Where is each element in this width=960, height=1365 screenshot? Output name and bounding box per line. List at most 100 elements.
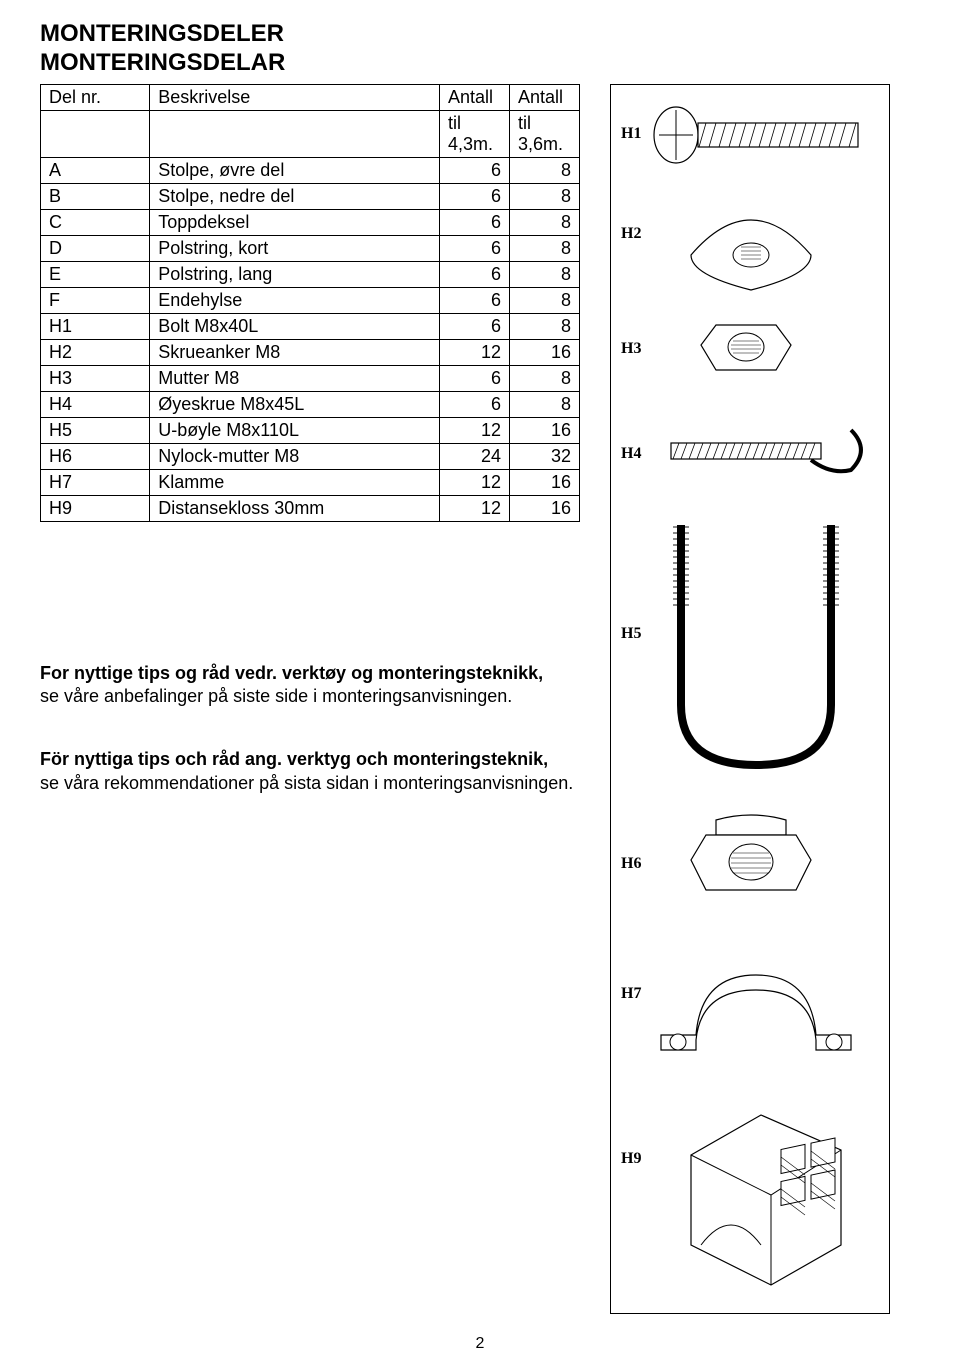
table-row: H4Øyeskrue M8x45L68 xyxy=(41,391,580,417)
anchor-icon xyxy=(671,195,831,305)
cell-beskrivelse: U-bøyle M8x110L xyxy=(150,417,440,443)
cell-antall-36: 8 xyxy=(510,157,580,183)
col-antall-43-sub: til 4,3m. xyxy=(440,110,510,157)
cell-antall-36: 8 xyxy=(510,235,580,261)
cell-antall-36: 16 xyxy=(510,417,580,443)
cell-antall-36: 8 xyxy=(510,261,580,287)
page-number: 2 xyxy=(476,1335,485,1353)
tips-norwegian: For nyttige tips og råd vedr. verktøy og… xyxy=(40,662,580,709)
cell-delnr: A xyxy=(41,157,150,183)
cell-delnr: H3 xyxy=(41,365,150,391)
content-row: Del nr. Beskrivelse Antall Antall til 4,… xyxy=(40,84,920,1314)
col-beskrivelse: Beskrivelse xyxy=(150,84,440,110)
cell-beskrivelse: Mutter M8 xyxy=(150,365,440,391)
tips-sv-rest: se våra rekommendationer på sista sidan … xyxy=(40,773,573,793)
illustration-panel: H1 H2 xyxy=(610,84,890,1314)
label-h9: H9 xyxy=(621,1150,641,1168)
cell-delnr: H1 xyxy=(41,313,150,339)
cell-antall-36: 8 xyxy=(510,287,580,313)
table-row: H7Klamme1216 xyxy=(41,469,580,495)
cell-beskrivelse: Polstring, kort xyxy=(150,235,440,261)
cell-antall-43: 6 xyxy=(440,391,510,417)
cell-beskrivelse: Polstring, lang xyxy=(150,261,440,287)
label-h6: H6 xyxy=(621,855,641,873)
clamp-icon xyxy=(641,935,871,1075)
cell-beskrivelse: Bolt M8x40L xyxy=(150,313,440,339)
cell-antall-43: 6 xyxy=(440,365,510,391)
tips-block: For nyttige tips og råd vedr. verktøy og… xyxy=(40,662,580,796)
cell-antall-36: 8 xyxy=(510,209,580,235)
cell-antall-36: 16 xyxy=(510,495,580,521)
label-h7: H7 xyxy=(621,985,641,1003)
heading: MONTERINGSDELER MONTERINGSDELAR xyxy=(40,20,920,78)
heading-line1: MONTERINGSDELER xyxy=(40,20,920,49)
col-delnr: Del nr. xyxy=(41,84,150,110)
cell-antall-43: 6 xyxy=(440,261,510,287)
parts-table: Del nr. Beskrivelse Antall Antall til 4,… xyxy=(40,84,580,522)
cell-beskrivelse: Endehylse xyxy=(150,287,440,313)
cell-antall-43: 6 xyxy=(440,157,510,183)
cell-antall-36: 8 xyxy=(510,365,580,391)
table-row: H9Distansekloss 30mm1216 xyxy=(41,495,580,521)
tips-swedish: För nyttiga tips och råd ang. verktyg oc… xyxy=(40,748,580,795)
cell-antall-43: 6 xyxy=(440,313,510,339)
cell-beskrivelse: Stolpe, nedre del xyxy=(150,183,440,209)
col-beskrivelse-sub xyxy=(150,110,440,157)
cell-antall-43: 24 xyxy=(440,443,510,469)
cell-antall-36: 8 xyxy=(510,183,580,209)
table-row: H5U-bøyle M8x110L1216 xyxy=(41,417,580,443)
cell-delnr: H9 xyxy=(41,495,150,521)
table-row: H6Nylock-mutter M82432 xyxy=(41,443,580,469)
cell-antall-36: 32 xyxy=(510,443,580,469)
label-h1: H1 xyxy=(621,125,641,143)
eyebolt-icon xyxy=(661,405,871,495)
label-h5: H5 xyxy=(621,625,641,643)
cell-antall-36: 16 xyxy=(510,339,580,365)
table-row: H1Bolt M8x40L68 xyxy=(41,313,580,339)
cell-antall-36: 16 xyxy=(510,469,580,495)
col-antall-43: Antall xyxy=(440,84,510,110)
cell-antall-43: 6 xyxy=(440,235,510,261)
table-row: CToppdeksel68 xyxy=(41,209,580,235)
nylock-nut-icon xyxy=(681,805,821,915)
spacer-block-icon xyxy=(661,1095,861,1295)
table-row: DPolstring, kort68 xyxy=(41,235,580,261)
cell-beskrivelse: Skrueanker M8 xyxy=(150,339,440,365)
cell-delnr: B xyxy=(41,183,150,209)
cell-antall-43: 6 xyxy=(440,209,510,235)
cell-delnr: D xyxy=(41,235,150,261)
heading-line2: MONTERINGSDELAR xyxy=(40,49,920,78)
cell-beskrivelse: Nylock-mutter M8 xyxy=(150,443,440,469)
nut-icon xyxy=(691,315,801,395)
table-header-row-2: til 4,3m. til 3,6m. xyxy=(41,110,580,157)
cell-delnr: H7 xyxy=(41,469,150,495)
cell-delnr: H2 xyxy=(41,339,150,365)
cell-antall-43: 12 xyxy=(440,339,510,365)
cell-antall-43: 12 xyxy=(440,495,510,521)
bolt-icon xyxy=(651,95,871,175)
cell-beskrivelse: Stolpe, øvre del xyxy=(150,157,440,183)
tips-sv-bold: För nyttiga tips och råd ang. verktyg oc… xyxy=(40,749,548,769)
table-row: AStolpe, øvre del68 xyxy=(41,157,580,183)
cell-antall-36: 8 xyxy=(510,391,580,417)
cell-delnr: C xyxy=(41,209,150,235)
cell-delnr: H5 xyxy=(41,417,150,443)
table-row: BStolpe, nedre del68 xyxy=(41,183,580,209)
col-antall-36-sub: til 3,6m. xyxy=(510,110,580,157)
left-column: Del nr. Beskrivelse Antall Antall til 4,… xyxy=(40,84,580,1314)
cell-delnr: H4 xyxy=(41,391,150,417)
cell-beskrivelse: Distansekloss 30mm xyxy=(150,495,440,521)
tips-no-bold: For nyttige tips og råd vedr. verktøy og… xyxy=(40,663,543,683)
label-h3: H3 xyxy=(621,340,641,358)
table-row: EPolstring, lang68 xyxy=(41,261,580,287)
cell-beskrivelse: Klamme xyxy=(150,469,440,495)
cell-antall-36: 8 xyxy=(510,313,580,339)
table-row: H2Skrueanker M81216 xyxy=(41,339,580,365)
cell-beskrivelse: Toppdeksel xyxy=(150,209,440,235)
label-h2: H2 xyxy=(621,225,641,243)
ubolt-icon xyxy=(641,505,871,785)
table-row: FEndehylse68 xyxy=(41,287,580,313)
cell-delnr: F xyxy=(41,287,150,313)
table-row: H3Mutter M868 xyxy=(41,365,580,391)
tips-no-rest: se våre anbefalinger på siste side i mon… xyxy=(40,686,512,706)
